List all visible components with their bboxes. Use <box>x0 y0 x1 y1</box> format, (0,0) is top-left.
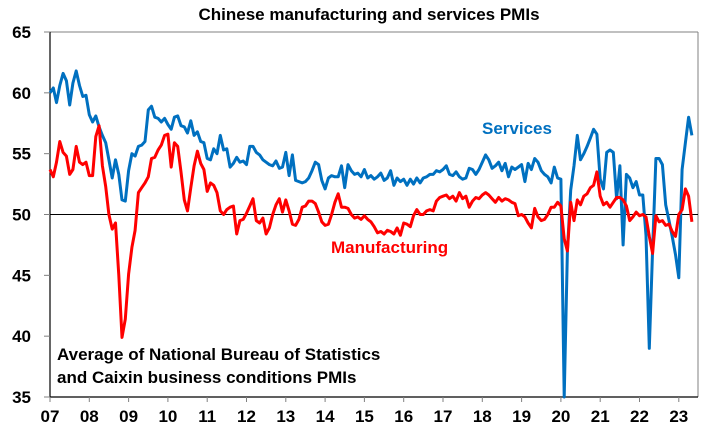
series-line-services <box>48 69 694 399</box>
x-tick-label: 08 <box>80 407 99 426</box>
services-series-label: Services <box>482 119 552 138</box>
y-tick-label: 55 <box>12 145 31 164</box>
series-line-manufacturing <box>48 124 694 339</box>
manufacturing-series-label: Manufacturing <box>331 238 448 257</box>
annotation-line-2: and Caixin business conditions PMIs <box>57 368 356 387</box>
x-tick-label: 17 <box>434 407 453 426</box>
x-tick-label: 12 <box>237 407 256 426</box>
x-tick-label: 22 <box>630 407 649 426</box>
x-tick-label: 15 <box>355 407 374 426</box>
x-tick-label: 07 <box>41 407 60 426</box>
x-tick-label: 09 <box>119 407 138 426</box>
x-tick-label: 14 <box>316 407 335 426</box>
y-tick-label: 50 <box>12 206 31 225</box>
y-tick-label: 40 <box>12 327 31 346</box>
y-tick-label: 45 <box>12 266 31 285</box>
y-tick-label: 35 <box>12 388 31 407</box>
y-tick-label: 60 <box>12 84 31 103</box>
chart-title: Chinese manufacturing and services PMIs <box>198 5 539 24</box>
x-tick-label: 16 <box>394 407 413 426</box>
series-group <box>48 69 694 399</box>
annotation-line-1: Average of National Bureau of Statistics <box>57 345 380 364</box>
x-tick-label: 18 <box>473 407 492 426</box>
x-tick-label: 19 <box>512 407 531 426</box>
x-tick-label: 10 <box>158 407 177 426</box>
x-tick-label: 11 <box>198 407 216 426</box>
x-tick-label: 23 <box>669 407 688 426</box>
y-tick-label: 65 <box>12 23 31 42</box>
x-tick-label: 20 <box>551 407 570 426</box>
x-tick-label: 13 <box>276 407 295 426</box>
x-tick-label: 21 <box>591 407 610 426</box>
x-axis: 07 08 09 10 11 12 13 14 15 16 17 18 19 20 21 22 23 <box>41 396 698 426</box>
